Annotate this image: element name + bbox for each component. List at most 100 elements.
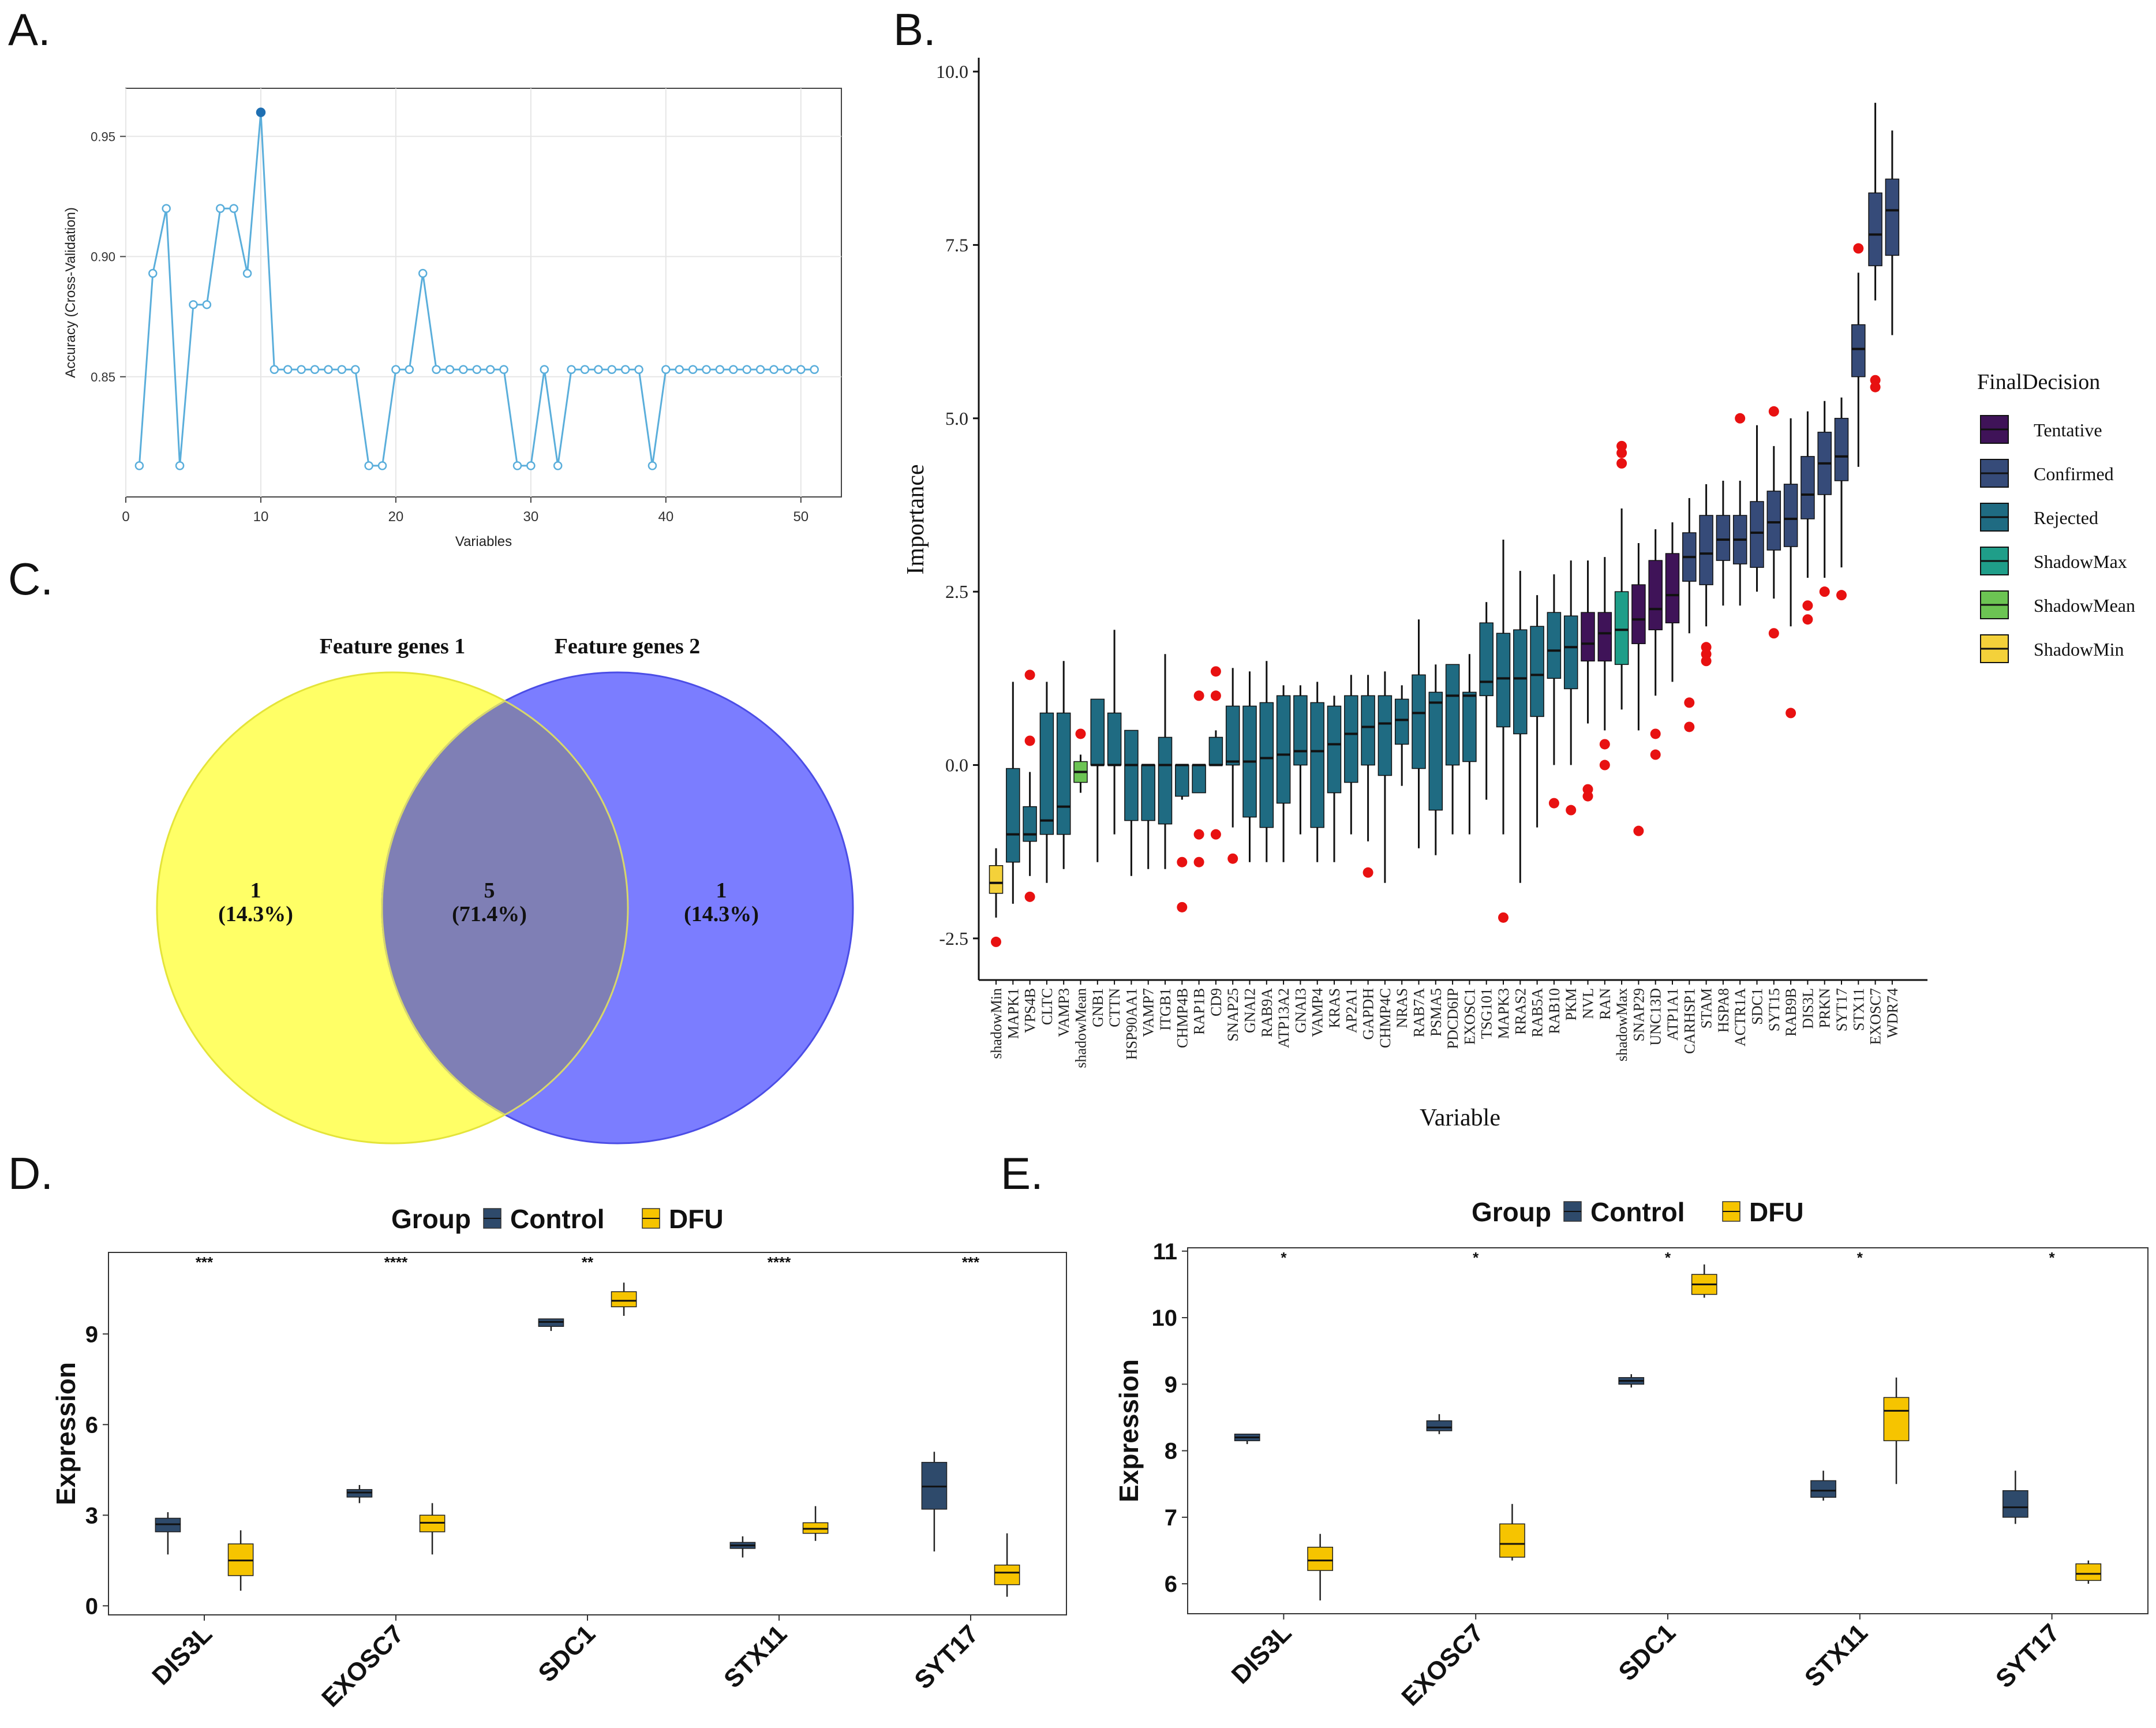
panel-e-legend-label: Control bbox=[1590, 1197, 1685, 1227]
panel-e-box-dfu bbox=[1883, 1397, 1910, 1442]
panel-b-x-tick-label: UNC13D bbox=[1648, 988, 1664, 1046]
panel-b-box bbox=[1107, 712, 1122, 766]
panel-a-point bbox=[553, 461, 563, 470]
panel-a-point bbox=[229, 204, 238, 213]
panel-a-point bbox=[540, 365, 549, 375]
panel-e-plot-area bbox=[1187, 1247, 2148, 1614]
panel-b-box bbox=[1056, 712, 1071, 835]
panel-b-outlier bbox=[1650, 728, 1661, 739]
panel-a-point bbox=[202, 300, 212, 309]
panel-b-box bbox=[1259, 702, 1274, 828]
panel-e-box-dfu bbox=[1307, 1546, 1334, 1571]
panel-b-box bbox=[1361, 695, 1375, 766]
panel-b-box bbox=[1631, 584, 1646, 645]
panel-a-x-tick-label: 30 bbox=[523, 509, 539, 525]
panel-a-plot-area bbox=[125, 88, 842, 498]
panel-d-ticks: 0 3 6 9 bbox=[85, 1322, 108, 1619]
panel-a-point bbox=[283, 365, 293, 375]
panel-a-point bbox=[485, 365, 495, 375]
panel-b-x-tick-label: ITGB1 bbox=[1157, 988, 1174, 1031]
panel-b-box bbox=[1750, 501, 1764, 568]
panel-b-outlier bbox=[1193, 829, 1204, 840]
panel-d-legend: Group Control DFU bbox=[391, 1204, 724, 1234]
panel-b-outlier bbox=[1227, 853, 1238, 864]
panel-d-legend-label: DFU bbox=[669, 1204, 724, 1234]
panel-b-box bbox=[1192, 764, 1206, 794]
panel-b-ticks: -2.5 0.0 2.5 5.0 7.5 10.0 bbox=[936, 61, 979, 949]
panel-b-x-tick-label: SDC1 bbox=[1749, 988, 1766, 1025]
panel-b-box bbox=[1783, 484, 1798, 547]
panel-b-box bbox=[1412, 674, 1426, 769]
panel-b-box bbox=[1597, 612, 1612, 662]
panel-b-legend-label: ShadowMax bbox=[2034, 551, 2127, 572]
panel-a-point bbox=[337, 365, 347, 375]
panel-b-outlier bbox=[1363, 867, 1373, 878]
panel-b-y-tick-label: 10.0 bbox=[936, 61, 968, 82]
panel-e-y-tick-label: 7 bbox=[1165, 1505, 1177, 1531]
panel-d-box-dfu bbox=[611, 1291, 637, 1307]
panel-a-point bbox=[256, 107, 266, 117]
panel-b-outlier bbox=[1802, 600, 1813, 611]
panel-b-legend-label: Rejected bbox=[2034, 507, 2098, 528]
panel-b-outlier bbox=[991, 936, 1001, 947]
panel-a-point bbox=[405, 365, 414, 375]
panel-b-x-tick-label: PSMA5 bbox=[1428, 988, 1444, 1037]
panel-b-x-tick-label: CHMP4C bbox=[1377, 988, 1394, 1048]
panel-b-y-tick-label: 5.0 bbox=[945, 408, 968, 429]
panel-b-x-tick-label: RAB9B bbox=[1783, 988, 1799, 1037]
panel-d-significance-label: ** bbox=[582, 1254, 594, 1271]
panel-b-x-tick-label: shadowMax bbox=[1614, 988, 1630, 1061]
panel-a-point bbox=[499, 365, 508, 375]
panel-b-x-tick-label: STX11 bbox=[1850, 988, 1867, 1031]
panel-a-point bbox=[162, 204, 171, 213]
panel-b-x-tick-label: EXOSC7 bbox=[1867, 988, 1884, 1045]
panel-b-legend-label: ShadowMin bbox=[2034, 639, 2124, 660]
panel-d-boxes: *** **** ** **** *** bbox=[155, 1254, 1020, 1597]
panel-b-box bbox=[1834, 418, 1849, 481]
panel-a-point bbox=[270, 365, 279, 375]
panel-b-box bbox=[1124, 730, 1139, 821]
panel-b-x-tick-label: shadowMean bbox=[1073, 988, 1090, 1068]
panel-b-y-tick-label: -2.5 bbox=[939, 928, 968, 949]
panel-a-point bbox=[567, 365, 576, 375]
panel-d-y-tick-label: 0 bbox=[85, 1594, 98, 1619]
panel-a-y-tick-label: 0.90 bbox=[91, 250, 115, 264]
panel-b-outlier bbox=[1701, 656, 1712, 667]
panel-b-outlier bbox=[1802, 614, 1813, 625]
panel-b-outlier bbox=[1177, 856, 1188, 867]
panel-b-box bbox=[1530, 626, 1544, 717]
panel-a-x-tick-label: 50 bbox=[793, 509, 808, 525]
panel-a-point bbox=[607, 365, 617, 375]
panel-a-point bbox=[796, 365, 806, 375]
panel-b-box bbox=[1276, 695, 1291, 804]
panel-b-box bbox=[1378, 695, 1393, 776]
panel-b-x-tick-label: STAM bbox=[1698, 988, 1715, 1028]
panel-a-y-tick-label: 0.95 bbox=[91, 129, 115, 144]
panel-a-point bbox=[445, 365, 455, 375]
venn-set-1-only-percent: (14.3%) bbox=[218, 902, 293, 926]
panel-b-box bbox=[1496, 633, 1511, 728]
panel-c-venn-diagram: Feature genes 1 Feature genes 2 1 (14.3%… bbox=[156, 634, 854, 1144]
panel-e-y-tick-label: 8 bbox=[1165, 1439, 1177, 1464]
panel-e-significance-label: * bbox=[1473, 1249, 1479, 1266]
panel-b-y-axis-title: Importance bbox=[903, 464, 929, 574]
panel-b-x-tick-label: RRAS2 bbox=[1512, 988, 1529, 1035]
panel-b-outlier bbox=[1870, 381, 1881, 392]
panel-b-x-tick-label: PRKN bbox=[1817, 988, 1833, 1028]
panel-b-x-tick-label: VAMP4 bbox=[1309, 988, 1326, 1037]
panel-b-box bbox=[1716, 515, 1731, 561]
panel-e-ticks: 6 7 8 9 10 11 bbox=[1152, 1239, 1188, 1597]
panel-b-y-tick-label: 7.5 bbox=[945, 234, 968, 255]
panel-b-letter: B. bbox=[893, 4, 936, 55]
panel-b-outlier bbox=[1210, 829, 1221, 840]
panel-a-point bbox=[134, 461, 144, 470]
panel-a-x-tick-label: 40 bbox=[658, 509, 673, 525]
panel-b-box bbox=[1225, 705, 1240, 766]
panel-b-x-tick-label: MAPK1 bbox=[1005, 988, 1021, 1039]
panel-b-boxplot: -2.5 0.0 2.5 5.0 7.5 10.0 shadowMin MAPK1 VPS4B… bbox=[903, 58, 2135, 1131]
panel-b-x-tick-label: NRAS bbox=[1394, 988, 1410, 1028]
panel-b-box bbox=[1648, 560, 1663, 630]
panel-b-x-tick-label: TSG101 bbox=[1478, 988, 1495, 1039]
panel-b-outlier bbox=[1498, 912, 1509, 923]
